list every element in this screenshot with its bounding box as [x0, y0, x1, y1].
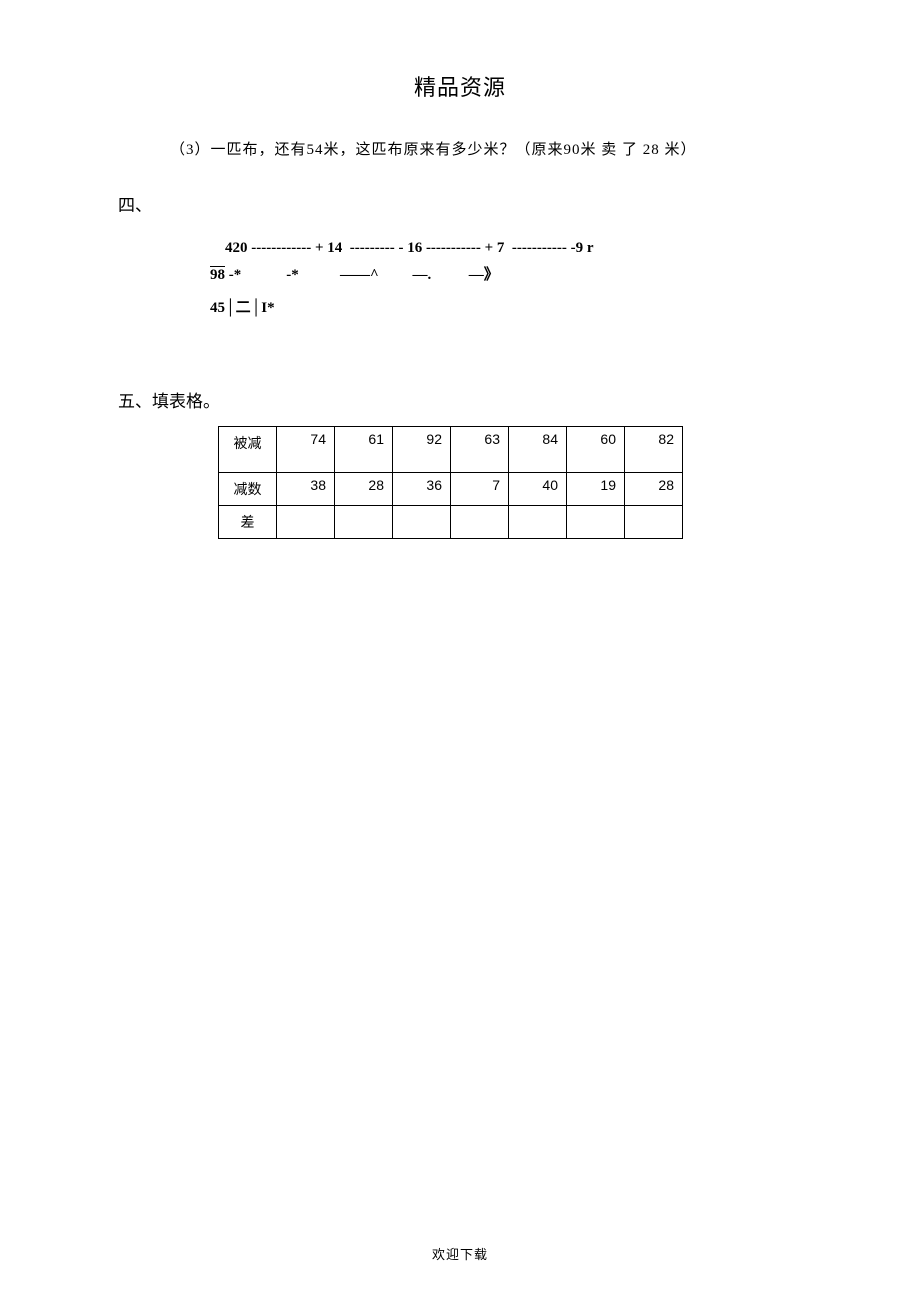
table-row: 差 — [219, 506, 683, 539]
table-cell: 19 — [567, 473, 625, 506]
table-cell: 82 — [625, 427, 683, 473]
table-row: 减数 38 28 36 7 40 19 28 — [219, 473, 683, 506]
row-label-minuend: 被减 — [219, 427, 277, 473]
section-4-line-2: 98 -* -* ——^ —. —》 — [210, 263, 810, 284]
table-cell: 92 — [393, 427, 451, 473]
page-footer: 欢迎下载 — [0, 1244, 920, 1263]
section-4-line-2-overline: 98 — [210, 267, 225, 283]
table-cell: 74 — [277, 427, 335, 473]
section-4-line-1: 420 ------------ + 14 --------- - 16 ---… — [210, 240, 810, 257]
table-cell[interactable] — [451, 506, 509, 539]
section-5-heading: 五、填表格。 — [118, 387, 810, 412]
table-cell[interactable] — [393, 506, 451, 539]
table-cell: 84 — [509, 427, 567, 473]
row-label-subtrahend: 减数 — [219, 473, 277, 506]
subtraction-table: 被减 74 61 92 63 84 60 82 减数 38 28 36 7 40… — [218, 426, 683, 539]
question-3-text: （3）一匹布，还有54米，这匹布原来有多少米？（原来90米 卖 了 28 米） — [170, 138, 810, 159]
section-4-heading: 四、 — [118, 191, 810, 216]
table-cell: 63 — [451, 427, 509, 473]
table-cell[interactable] — [567, 506, 625, 539]
table-cell: 36 — [393, 473, 451, 506]
table-cell: 28 — [335, 473, 393, 506]
table-cell[interactable] — [625, 506, 683, 539]
table-row: 被减 74 61 92 63 84 60 82 — [219, 427, 683, 473]
table-cell: 7 — [451, 473, 509, 506]
table-cell: 61 — [335, 427, 393, 473]
table-cell: 28 — [625, 473, 683, 506]
table-cell: 60 — [567, 427, 625, 473]
table-cell: 40 — [509, 473, 567, 506]
section-4-block: 420 ------------ + 14 --------- - 16 ---… — [210, 240, 810, 317]
table-cell[interactable] — [509, 506, 567, 539]
table-cell: 38 — [277, 473, 335, 506]
table-cell[interactable] — [335, 506, 393, 539]
page-title: 精品资源 — [110, 70, 810, 102]
table-cell[interactable] — [277, 506, 335, 539]
section-4-line-3: 45│二│I* — [210, 296, 810, 317]
row-label-difference: 差 — [219, 506, 277, 539]
